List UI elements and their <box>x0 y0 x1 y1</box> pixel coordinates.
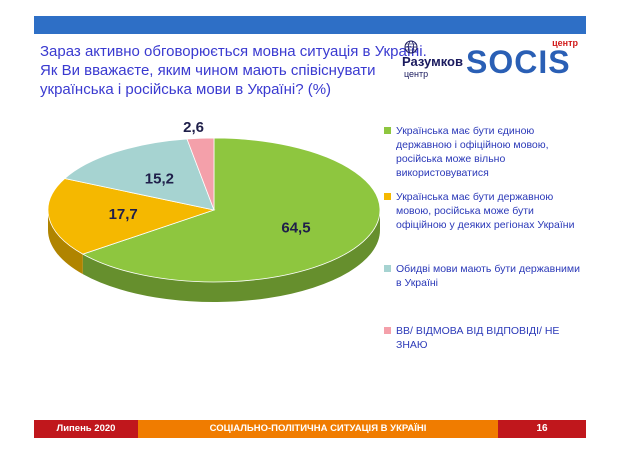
legend-label-2: Українська має бути державною мовою, рос… <box>396 191 575 231</box>
legend-label-1: Українська має бути єдиною державною і о… <box>396 125 549 179</box>
legend-label-3: Обидві мови мають бути державними в Укра… <box>396 263 580 289</box>
pie-side-2 <box>48 210 83 275</box>
razumkov-logo: Разумков центр <box>400 40 472 84</box>
pie-slice-3 <box>63 138 215 211</box>
globe-icon <box>404 40 418 54</box>
title-line-2: Як Ви вважаєте, яким чином мають співісн… <box>40 62 376 79</box>
pie-side-1 <box>82 210 380 302</box>
razumkov-sub: центр <box>404 69 429 79</box>
footer-bar: Липень 2020 СОЦІАЛЬНО-ПОЛІТИЧНА СИТУАЦІЯ… <box>34 420 586 438</box>
socis-centr: центр <box>552 38 578 48</box>
pie-data-label-2: 17,7 <box>109 206 138 223</box>
legend-label-4: ВВ/ ВІДМОВА ВІД ВІДПОВІДІ/ НЕ ЗНАЮ <box>396 325 560 351</box>
pie-sides <box>48 210 380 302</box>
pie-chart: 64,5 17,7 15,2 2,6 <box>47 119 380 302</box>
pie-slice-1 <box>81 137 380 283</box>
footer-section: СОЦІАЛЬНО-ПОЛІТИЧНА СИТУАЦІЯ В УКРАЇНІ <box>138 420 498 438</box>
top-accent-bar <box>34 16 586 34</box>
pie-labels: 64,5 17,7 15,2 2,6 <box>109 119 311 236</box>
socis-logo: центр SOCIS <box>466 38 586 82</box>
title-line-1: Зараз активно обговорюється мовна ситуац… <box>40 43 427 60</box>
pie-data-label-4: 2,6 <box>183 119 204 136</box>
pie-slice-4 <box>186 137 215 211</box>
chart-title: Зараз активно обговорюється мовна ситуац… <box>40 42 427 99</box>
pie-data-label-3: 15,2 <box>145 170 174 187</box>
legend-swatch-4 <box>384 327 391 334</box>
footer-date: Липень 2020 <box>56 423 116 434</box>
legend-swatch-2 <box>384 193 391 200</box>
socis-word: SOCIS <box>466 44 571 80</box>
page-number: 16 <box>536 423 548 434</box>
title-line-3: українська і російська мови в Україні? (… <box>40 81 332 98</box>
pie-slice-2 <box>47 178 216 255</box>
pie-data-label-1: 64,5 <box>281 219 310 236</box>
pie-tops <box>47 137 380 283</box>
razumkov-name: Разумков <box>402 54 463 69</box>
legend-swatch-3 <box>384 265 391 272</box>
legend-swatch-1 <box>384 127 391 134</box>
